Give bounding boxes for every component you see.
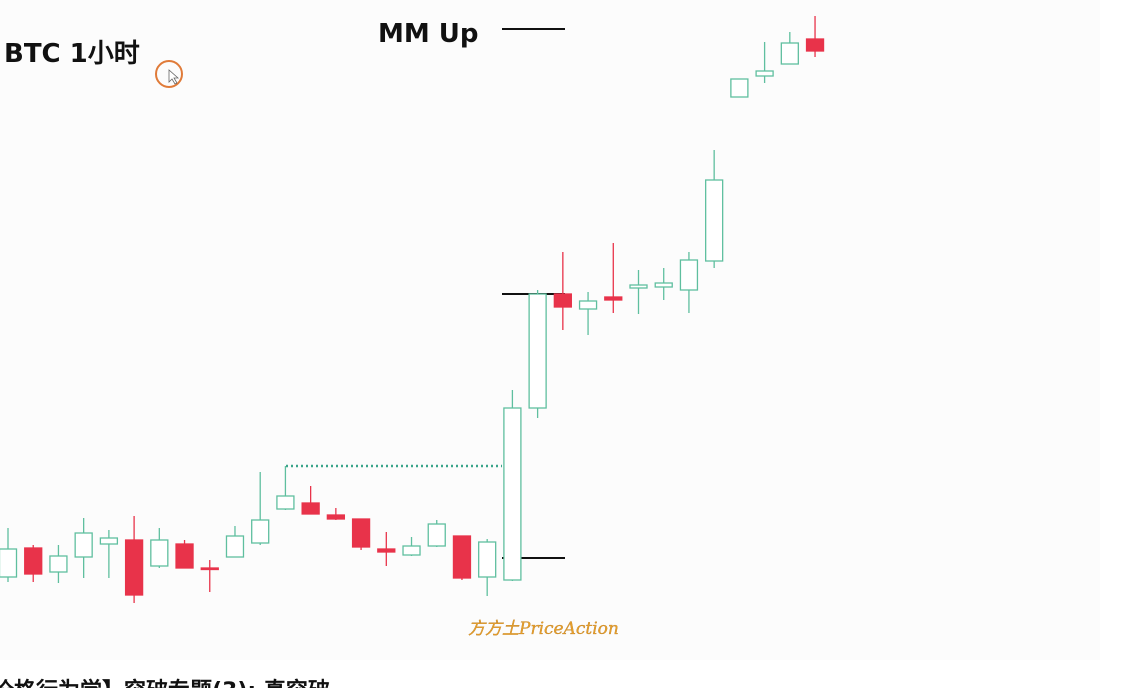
chart-title: BTC 1小时: [4, 39, 140, 69]
candle-body: [730, 78, 749, 98]
candle-body: [629, 284, 648, 289]
candle-body: [276, 495, 295, 510]
candle-body: [326, 514, 346, 520]
candle-body: [402, 545, 421, 556]
watermark: 方方土PriceAction: [468, 619, 619, 639]
candle-body: [377, 548, 396, 553]
candle-body: [503, 407, 522, 581]
candle-body: [251, 519, 270, 544]
candle-body: [74, 532, 93, 558]
candle-body: [301, 502, 320, 515]
candle-body: [478, 541, 497, 578]
caption: 价格行为学】突破专题(3): 真突破: [0, 678, 330, 688]
candle-body: [528, 293, 547, 409]
candle-body: [175, 543, 194, 569]
candle-body: [225, 535, 245, 558]
candle-body: [654, 282, 673, 288]
candle-body: [604, 296, 623, 301]
candle-body: [99, 537, 119, 545]
candle-body: [805, 38, 825, 52]
candle-body: [150, 539, 169, 567]
candle-body: [0, 548, 18, 578]
candle-body: [24, 547, 43, 575]
candle-body: [755, 70, 774, 77]
candle-body: [578, 300, 598, 310]
candle-body: [427, 523, 446, 547]
cursor-ring: [155, 60, 183, 88]
candle-body: [200, 567, 219, 571]
annotation: MM Up: [378, 19, 479, 49]
cursor: [168, 69, 180, 85]
candle-body: [553, 293, 572, 308]
candle-body: [705, 179, 724, 262]
candle-body: [124, 539, 144, 596]
candle-body: [780, 42, 799, 65]
candle-body: [679, 259, 699, 291]
candle-body: [452, 535, 472, 579]
candle-body: [351, 518, 371, 548]
candle-body: [49, 555, 68, 573]
